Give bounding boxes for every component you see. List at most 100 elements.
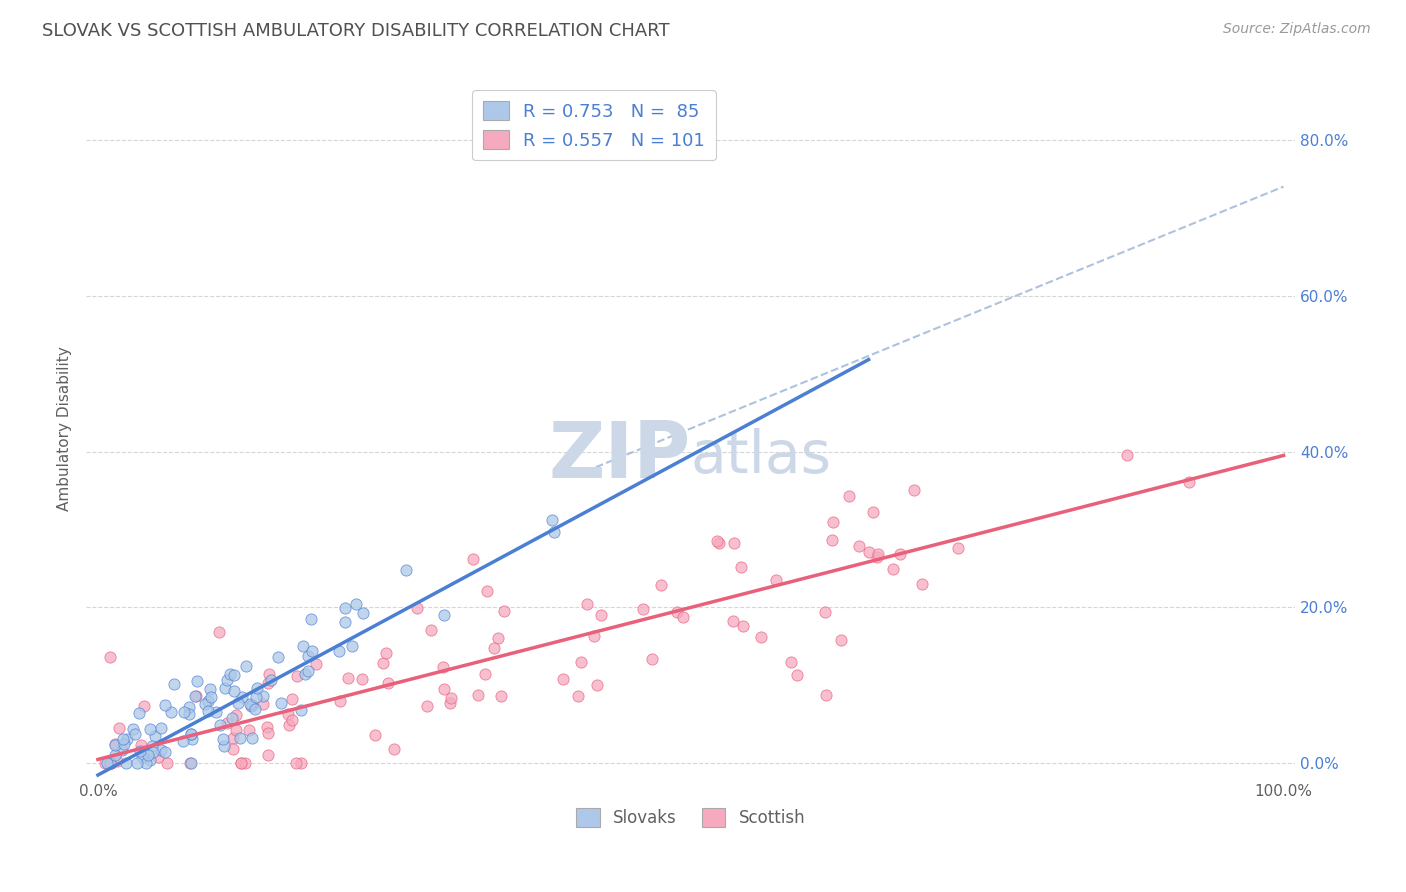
Scottish [419, 623, 441, 637]
Scottish [730, 559, 752, 574]
Scottish [484, 641, 506, 656]
Slovaks [243, 702, 266, 716]
Scottish [780, 655, 803, 669]
Slovaks [177, 699, 200, 714]
Scottish [633, 602, 655, 616]
Scottish [589, 608, 612, 623]
Scottish [749, 631, 772, 645]
Slovaks [181, 731, 204, 746]
Legend: Slovaks, Scottish: Slovaks, Scottish [569, 802, 811, 834]
Slovaks [104, 738, 127, 752]
Slovaks [150, 721, 173, 735]
Scottish [723, 535, 745, 549]
Scottish [257, 667, 280, 681]
Scottish [257, 675, 280, 690]
Slovaks [180, 727, 202, 741]
Slovaks [294, 666, 316, 681]
Slovaks [180, 727, 202, 741]
Slovaks [153, 745, 176, 759]
Scottish [467, 689, 489, 703]
Slovaks [214, 681, 236, 695]
Slovaks [153, 698, 176, 712]
Scottish [911, 576, 934, 591]
Scottish [184, 689, 207, 703]
Slovaks [204, 705, 226, 719]
Scottish [440, 690, 463, 705]
Slovaks [111, 732, 134, 747]
Scottish [486, 631, 509, 645]
Scottish [405, 601, 427, 615]
Scottish [641, 651, 664, 665]
Scottish [352, 672, 374, 686]
Slovaks [200, 681, 222, 696]
Scottish [489, 690, 512, 704]
Slovaks [214, 739, 236, 753]
Scottish [329, 694, 352, 708]
Scottish [215, 715, 238, 730]
Scottish [104, 737, 127, 751]
Slovaks [340, 639, 363, 653]
Scottish [666, 605, 689, 619]
Scottish [108, 722, 131, 736]
Slovaks [125, 756, 148, 771]
Scottish [731, 619, 754, 633]
Slovaks [150, 743, 173, 757]
Slovaks [267, 650, 290, 665]
Scottish [225, 707, 247, 722]
Slovaks [200, 690, 222, 705]
Scottish [567, 690, 589, 704]
Slovaks [229, 731, 252, 745]
Slovaks [224, 668, 246, 682]
Scottish [569, 655, 592, 669]
Scottish [582, 629, 605, 643]
Scottish [231, 756, 253, 771]
Scottish [882, 562, 904, 576]
Slovaks [297, 649, 319, 664]
Scottish [290, 756, 312, 771]
Slovaks [139, 753, 162, 767]
Slovaks [235, 658, 257, 673]
Slovaks [333, 615, 356, 629]
Scottish [337, 672, 360, 686]
Slovaks [173, 705, 195, 719]
Text: SLOVAK VS SCOTTISH AMBULATORY DISABILITY CORRELATION CHART: SLOVAK VS SCOTTISH AMBULATORY DISABILITY… [42, 22, 669, 40]
Slovaks [543, 524, 565, 539]
Slovaks [112, 737, 135, 751]
Slovaks [245, 690, 267, 704]
Slovaks [215, 673, 238, 688]
Scottish [305, 657, 328, 672]
Text: atlas: atlas [690, 428, 832, 484]
Scottish [474, 667, 496, 681]
Slovaks [299, 612, 322, 626]
Slovaks [129, 744, 152, 758]
Scottish [100, 756, 122, 771]
Scottish [814, 605, 837, 619]
Y-axis label: Ambulatory Disability: Ambulatory Disability [58, 346, 72, 510]
Scottish [786, 668, 808, 682]
Scottish [461, 551, 484, 566]
Scottish [285, 669, 308, 683]
Scottish [551, 673, 574, 687]
Slovaks [197, 704, 219, 718]
Slovaks [297, 665, 319, 679]
Slovaks [121, 722, 143, 736]
Slovaks [114, 756, 136, 771]
Scottish [946, 541, 969, 555]
Slovaks [433, 607, 456, 622]
Scottish [256, 748, 278, 763]
Scottish [100, 756, 122, 771]
Slovaks [231, 690, 253, 705]
Slovaks [111, 743, 134, 757]
Scottish [277, 707, 299, 722]
Scottish [889, 547, 911, 561]
Scottish [416, 699, 439, 714]
Slovaks [143, 729, 166, 743]
Slovaks [540, 513, 562, 527]
Slovaks [135, 756, 157, 771]
Slovaks [124, 726, 146, 740]
Slovaks [344, 597, 367, 611]
Scottish [208, 624, 231, 639]
Scottish [94, 756, 117, 771]
Slovaks [163, 677, 186, 691]
Slovaks [141, 739, 163, 753]
